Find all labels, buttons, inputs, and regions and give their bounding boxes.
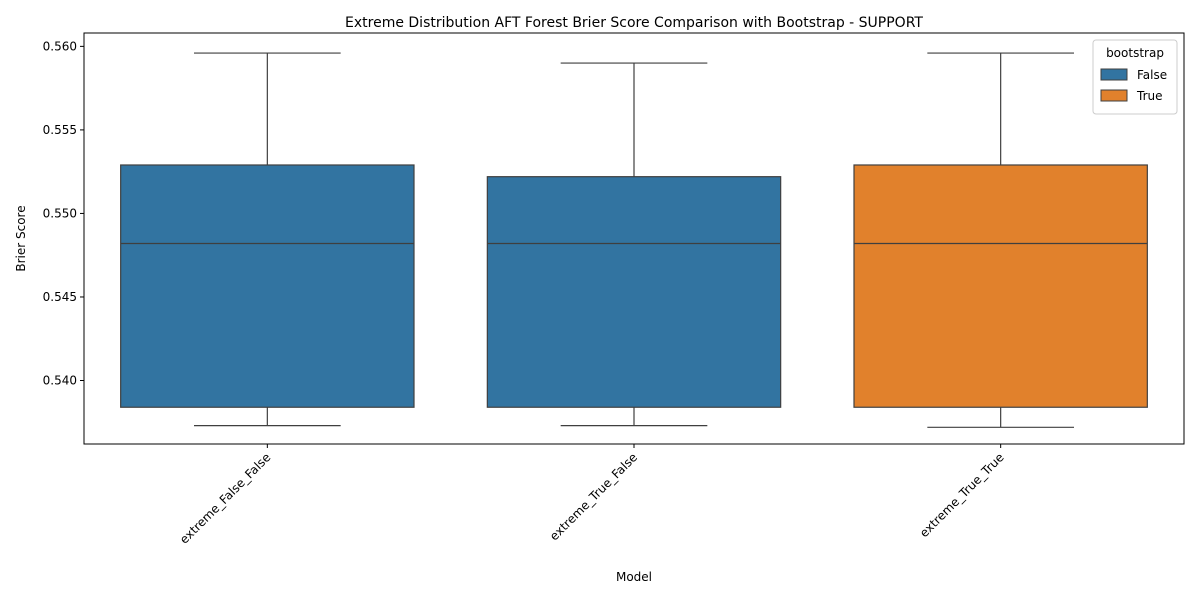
box-body — [486, 176, 782, 408]
x-tick-label: extreme_True_True — [917, 450, 1007, 540]
y-axis-label: Brier Score — [14, 205, 28, 271]
legend-label-false: False — [1137, 68, 1167, 82]
x-tick-label: extreme_False_False — [177, 450, 273, 546]
chart-title: Extreme Distribution AFT Forest Brier Sc… — [345, 15, 923, 31]
x-tick-label: extreme_True_False — [547, 450, 640, 543]
plot-frame — [83, 32, 1185, 445]
legend-title: bootstrap — [1106, 46, 1164, 60]
box-body — [853, 164, 1148, 408]
plot-area — [120, 52, 1148, 428]
y-tick-label: 0.555 — [43, 123, 77, 137]
legend-swatch-false — [1100, 68, 1128, 81]
legend-label-true: True — [1136, 89, 1163, 103]
y-tick-label: 0.540 — [43, 374, 77, 388]
x-axis: extreme_False_False extreme_True_False ext… — [177, 444, 1007, 547]
y-tick-label: 0.545 — [43, 290, 77, 304]
y-axis: 0.540 0.545 0.550 0.555 0.560 — [43, 39, 84, 388]
box-body — [120, 164, 415, 408]
y-tick-label: 0.550 — [43, 206, 77, 220]
legend: bootstrap False True — [1092, 39, 1178, 115]
box-extreme_True_True — [853, 52, 1148, 428]
legend-swatch-true — [1100, 89, 1128, 102]
box-extreme_True_False — [486, 62, 782, 427]
y-tick-label: 0.560 — [43, 39, 77, 53]
x-axis-label: Model — [616, 570, 652, 584]
box-extreme_False_False — [120, 52, 415, 427]
